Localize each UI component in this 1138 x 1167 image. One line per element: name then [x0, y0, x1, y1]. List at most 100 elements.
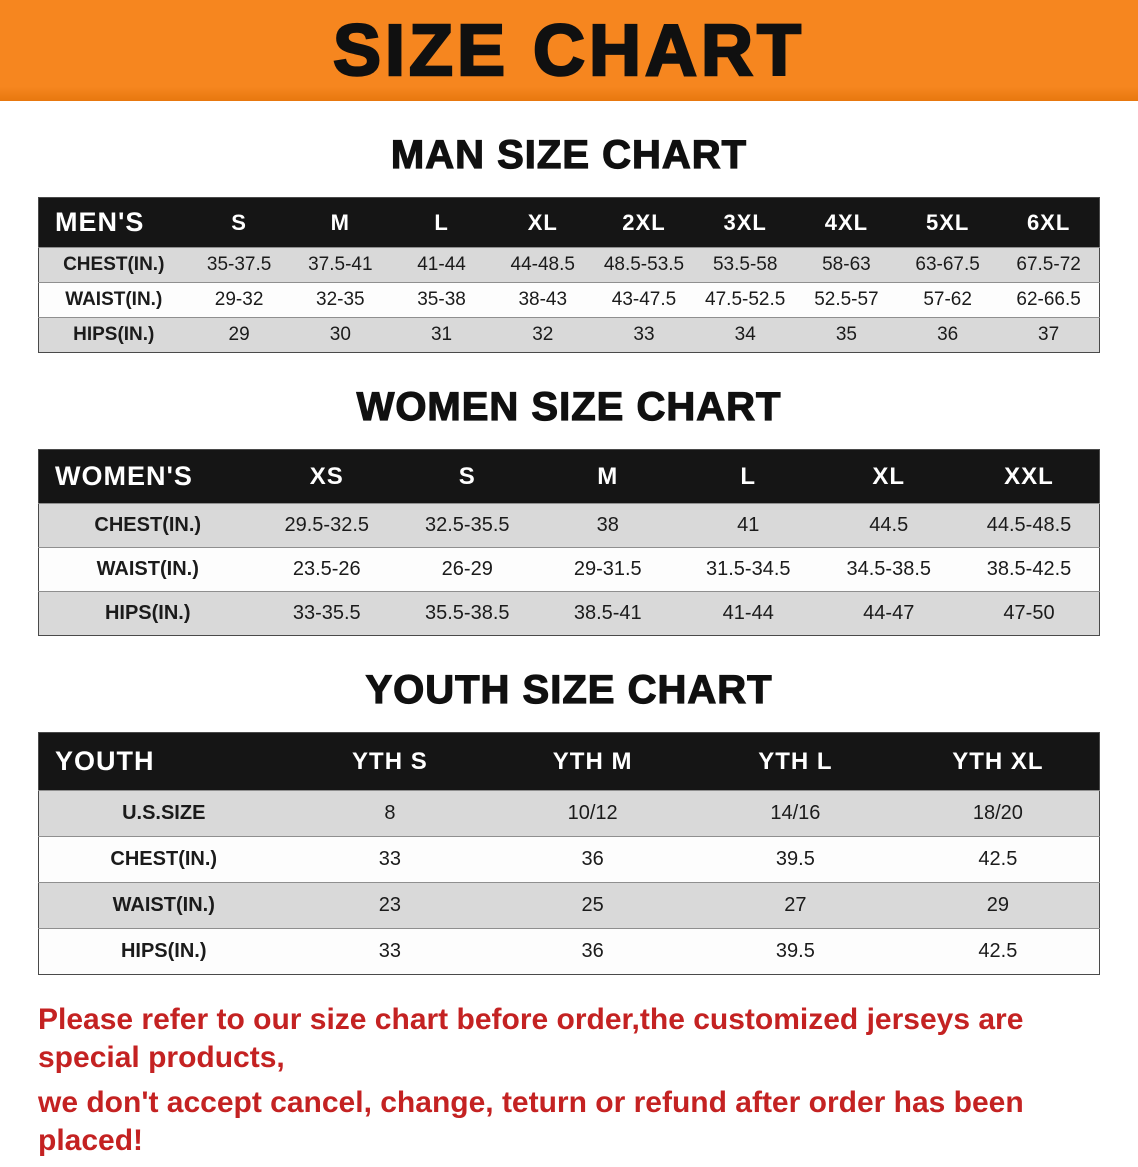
disclaimer-line-2: we don't accept cancel, change, teturn o…	[38, 1086, 1024, 1157]
table-header-row: YOUTH YTH S YTH M YTH L YTH XL	[38, 732, 1100, 791]
table-title-cell: MEN'S	[38, 197, 189, 248]
row-label: CHEST(IN.)	[38, 503, 257, 548]
women-section-heading: WOMEN SIZE CHART	[356, 384, 782, 429]
size-header-cell: XL	[818, 449, 959, 504]
youth-section-heading: YOUTH SIZE CHART	[365, 667, 773, 712]
size-value-cell: 32	[492, 317, 594, 353]
size-value-cell: 42.5	[896, 928, 1100, 975]
youth-size-table: YOUTH YTH S YTH M YTH L YTH XL U.S.SIZE 8 10/12…	[38, 732, 1100, 975]
size-value-cell: 31	[390, 317, 493, 353]
size-value-cell: 18/20	[896, 790, 1100, 837]
table-row: HIPS(IN.) 33-35.5 35.5-38.5 38.5-41 41-44 44-…	[38, 591, 1100, 636]
size-value-cell: 44.5-48.5	[959, 503, 1100, 548]
table-header-row: WOMEN'S XS S M L XL XXL	[38, 449, 1100, 504]
size-value-cell: 27	[694, 882, 897, 929]
size-header-cell: YTH XL	[896, 732, 1100, 791]
size-value-cell: 23.5-26	[256, 547, 397, 592]
size-value-cell: 14/16	[694, 790, 897, 837]
size-value-cell: 23	[288, 882, 492, 929]
row-label: CHEST(IN.)	[38, 247, 189, 283]
table-row: WAIST(IN.) 23 25 27 29	[38, 882, 1100, 929]
size-value-cell: 30	[289, 317, 391, 353]
size-header-cell: S	[188, 197, 290, 248]
size-section-women: WOMEN SIZE CHART WOMEN'S XS S M L XL XXL CHEST(I…	[0, 384, 1138, 636]
size-value-cell: 53.5-58	[694, 247, 796, 283]
size-header-cell: XXL	[959, 449, 1100, 504]
row-label: HIPS(IN.)	[38, 928, 289, 975]
title-banner: SIZE CHART	[0, 0, 1138, 101]
table-title-cell: YOUTH	[38, 732, 289, 791]
row-label: WAIST(IN.)	[38, 282, 189, 318]
size-value-cell: 52.5-57	[795, 282, 898, 318]
size-value-cell: 34	[694, 317, 796, 353]
size-header-cell: L	[678, 449, 819, 504]
size-header-cell: YTH S	[288, 732, 492, 791]
row-label: U.S.SIZE	[38, 790, 289, 837]
disclaimer: Please refer to our size chart before or…	[0, 1001, 1138, 1159]
table-row: WAIST(IN.) 23.5-26 26-29 29-31.5 31.5-34.5 34…	[38, 547, 1100, 592]
size-value-cell: 48.5-53.5	[593, 247, 695, 283]
size-value-cell: 44-48.5	[492, 247, 594, 283]
size-value-cell: 37.5-41	[289, 247, 391, 283]
size-value-cell: 25	[491, 882, 694, 929]
table-row: CHEST(IN.) 35-37.5 37.5-41 41-44 44-48.5 48.5…	[38, 247, 1100, 283]
size-header-cell: 2XL	[593, 197, 695, 248]
size-value-cell: 35-37.5	[188, 247, 290, 283]
men-size-table: MEN'S S M L XL 2XL 3XL 4XL 5XL 6XL CHEST(IN.) 35-37…	[38, 197, 1100, 353]
table-title-cell: WOMEN'S	[38, 449, 257, 504]
size-header-cell: M	[289, 197, 391, 248]
size-value-cell: 35-38	[390, 282, 493, 318]
size-header-cell: YTH M	[491, 732, 694, 791]
size-value-cell: 36	[491, 928, 694, 975]
size-header-cell: XL	[492, 197, 594, 248]
size-header-cell: M	[537, 449, 678, 504]
size-value-cell: 43-47.5	[593, 282, 695, 318]
size-value-cell: 41-44	[390, 247, 493, 283]
size-value-cell: 47.5-52.5	[694, 282, 796, 318]
size-value-cell: 34.5-38.5	[818, 547, 959, 592]
size-value-cell: 33	[288, 836, 492, 883]
size-value-cell: 31.5-34.5	[678, 547, 819, 592]
size-value-cell: 35	[795, 317, 898, 353]
size-value-cell: 8	[288, 790, 492, 837]
size-value-cell: 32.5-35.5	[397, 503, 538, 548]
row-label: HIPS(IN.)	[38, 317, 189, 353]
row-label: CHEST(IN.)	[38, 836, 289, 883]
size-value-cell: 38	[537, 503, 678, 548]
table-row: CHEST(IN.) 33 36 39.5 42.5	[38, 836, 1100, 883]
size-value-cell: 29.5-32.5	[256, 503, 397, 548]
size-value-cell: 36	[897, 317, 999, 353]
size-header-cell: S	[397, 449, 538, 504]
size-value-cell: 33-35.5	[256, 591, 397, 636]
women-size-table: WOMEN'S XS S M L XL XXL CHEST(IN.) 29.5-32.5 32.5…	[38, 449, 1100, 636]
row-label: WAIST(IN.)	[38, 547, 257, 592]
size-header-cell: 6XL	[998, 197, 1100, 248]
size-value-cell: 26-29	[397, 547, 538, 592]
page-title: SIZE CHART	[332, 10, 805, 91]
size-section-men: MAN SIZE CHART MEN'S S M L XL 2XL 3XL 4XL 5XL 6XL C…	[0, 132, 1138, 353]
size-value-cell: 36	[491, 836, 694, 883]
size-header-cell: 4XL	[795, 197, 898, 248]
size-value-cell: 33	[288, 928, 492, 975]
size-value-cell: 29	[896, 882, 1100, 929]
size-value-cell: 62-66.5	[998, 282, 1100, 318]
size-header-cell: 5XL	[897, 197, 999, 248]
size-value-cell: 44-47	[818, 591, 959, 636]
table-header-row: MEN'S S M L XL 2XL 3XL 4XL 5XL 6XL	[38, 197, 1100, 248]
table-row: CHEST(IN.) 29.5-32.5 32.5-35.5 38 41 44.5 44.5…	[38, 503, 1100, 548]
size-value-cell: 33	[593, 317, 695, 353]
size-value-cell: 42.5	[896, 836, 1100, 883]
table-row: U.S.SIZE 8 10/12 14/16 18/20	[38, 790, 1100, 837]
size-value-cell: 10/12	[491, 790, 694, 837]
size-section-youth: YOUTH SIZE CHART YOUTH YTH S YTH M YTH L YTH …	[0, 667, 1138, 975]
size-header-cell: 3XL	[694, 197, 796, 248]
row-label: HIPS(IN.)	[38, 591, 257, 636]
size-value-cell: 44.5	[818, 503, 959, 548]
size-value-cell: 38.5-41	[537, 591, 678, 636]
row-label: WAIST(IN.)	[38, 882, 289, 929]
size-value-cell: 39.5	[694, 928, 897, 975]
size-value-cell: 38-43	[492, 282, 594, 318]
size-header-cell: L	[390, 197, 493, 248]
table-row: WAIST(IN.) 29-32 32-35 35-38 38-43 43-47.5 47.…	[38, 282, 1100, 318]
